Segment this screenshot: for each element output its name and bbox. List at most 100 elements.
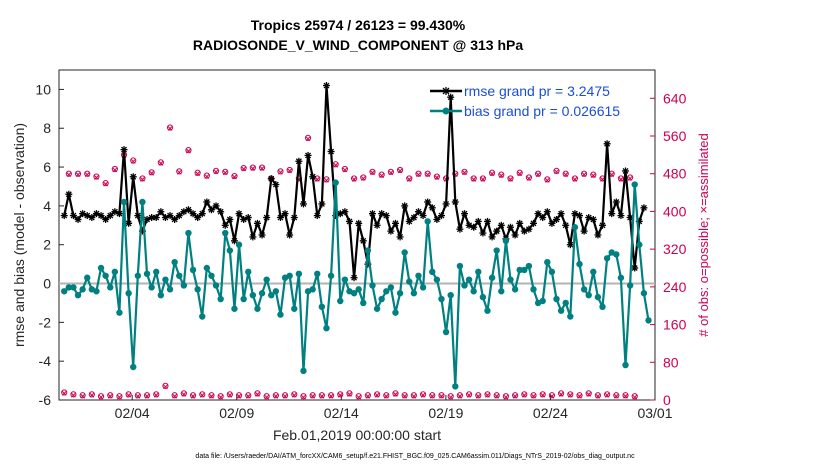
rmse-point-stroke [387,228,394,235]
assimilated-obs-point [595,393,601,399]
assimilated-obs-stroke [425,172,431,178]
bias-point [116,309,123,316]
rmse-point-stroke [318,200,325,207]
rmse-point-stroke [466,222,473,229]
bias-point [208,272,215,279]
bias-point [424,218,431,225]
possible-obs-point [355,393,362,400]
bias-point [498,288,505,295]
rmse-point [506,223,514,231]
bias-point [364,247,372,254]
possible-obs-point [488,169,496,176]
possible-obs-point [364,392,371,399]
possible-obs-point [272,392,279,399]
rmse-point-stroke [130,173,137,180]
assimilated-obs-stroke [360,176,366,181]
rmse-point-stroke [475,218,482,225]
rmse-point [129,173,137,181]
rmse-point [493,227,501,235]
possible-obs-point [452,170,459,177]
bias-point [484,307,491,314]
rmse-point-stroke [148,214,155,221]
possible-obs-point [291,391,298,398]
assimilated-obs-stroke [282,393,288,399]
rmse-point-stroke [268,175,275,182]
data-file-footer: data file: /Users/raeder/DAI/ATM_forcXX/… [195,453,635,460]
assimilated-obs-stroke [135,393,141,399]
rmse-point [396,233,404,241]
bias-point [222,229,229,237]
possible-obs-point [180,390,187,397]
possible-obs-point [61,389,68,396]
possible-obs-point [281,392,289,399]
bias-point [203,264,211,272]
rmse-point-stroke [562,222,569,229]
assimilated-obs-point [328,393,334,399]
assimilated-obs-point [204,174,210,179]
assimilated-obs-stroke [204,174,210,179]
rmse-point-stroke [245,214,252,221]
assimilated-obs-stroke [609,172,615,178]
possible-obs-point [304,134,312,141]
rmse-point [557,210,565,218]
possible-obs-point [189,392,197,399]
bias-point [157,291,165,299]
y-tick-label: 8 [43,120,51,136]
possible-obs-point [93,173,100,180]
bias-point [171,258,178,266]
possible-obs-point [185,147,192,154]
rmse-point-stroke [484,218,491,225]
assimilated-obs-point [567,392,573,398]
rmse-point-stroke [516,220,523,227]
possible-obs-point [263,393,270,400]
x-axis-label: Feb.01,2019 00:00:00 start [273,427,441,443]
y2-tick-label: 320 [663,241,687,257]
bias-point [70,284,77,291]
bias-point [438,295,445,303]
assimilated-obs-point [370,170,375,176]
chart-title-line2: RADIOSONDE_V_WIND_COMPONENT @ 313 hPa [193,37,523,53]
possible-obs-point [341,165,348,173]
possible-obs-point [171,392,178,399]
rmse-point-stroke [397,233,404,240]
assimilated-obs-stroke [342,167,348,173]
assimilated-obs-stroke [512,393,518,399]
rmse-point-stroke [295,158,302,165]
y2-tick-label: 160 [663,317,687,333]
assimilated-obs-point [379,173,385,178]
assimilated-obs-point [71,392,76,398]
assimilated-obs-stroke [126,392,131,398]
assimilated-obs-point [255,391,260,397]
rmse-point [244,214,252,222]
rmse-point [640,204,648,212]
bias-point [599,303,606,311]
assimilated-obs-stroke [365,393,371,399]
bias-point [539,297,546,305]
possible-obs-point [176,168,183,175]
possible-obs-point [378,171,385,178]
rmse-point [345,217,353,225]
rmse-point-stroke [328,148,335,155]
rmse-point-stroke [226,216,233,223]
assimilated-obs-stroke [153,392,159,398]
rmse-point-stroke [102,216,109,223]
assimilated-obs-point [199,392,205,398]
assimilated-obs-stroke [429,393,435,399]
assimilated-obs-point [531,393,536,399]
rmse-point [479,229,487,237]
assimilated-obs-point [494,393,500,399]
rmse-point [447,93,455,101]
assimilated-obs-point [144,393,150,399]
rmse-point [309,173,317,181]
rmse-point [299,200,307,208]
assimilated-obs-stroke [526,176,532,181]
bias-point [125,290,132,297]
rmse-point [295,157,303,165]
rmse-point [286,231,294,239]
y2-tick-label: 560 [663,128,687,144]
rmse-point-stroke [190,210,197,217]
y-tick-label: 4 [43,198,51,214]
rmse-point [460,210,468,218]
rmse-point [359,237,367,245]
assimilated-obs-stroke [273,393,279,399]
